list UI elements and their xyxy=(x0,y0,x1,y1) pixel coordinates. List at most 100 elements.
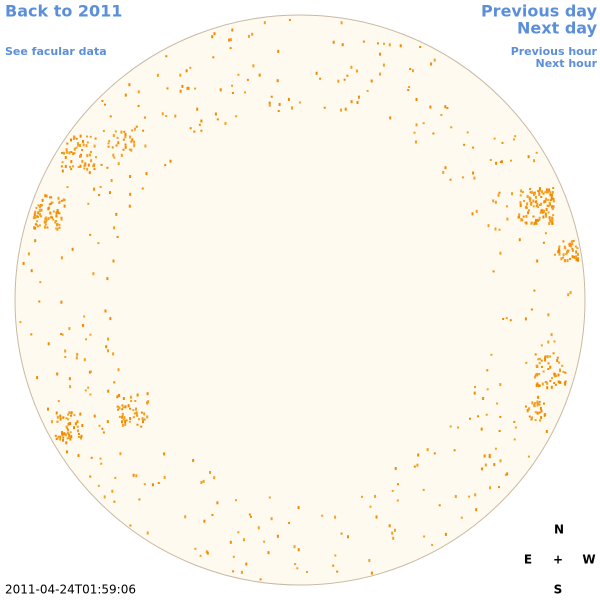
facula xyxy=(121,423,124,427)
facula xyxy=(38,209,41,213)
facula xyxy=(334,554,337,557)
facula xyxy=(109,115,112,118)
facula xyxy=(156,73,159,77)
facula xyxy=(90,370,92,373)
facula xyxy=(83,164,86,167)
facula xyxy=(166,87,169,90)
facula xyxy=(184,515,187,519)
facula xyxy=(75,356,78,360)
facula xyxy=(88,171,91,175)
facula xyxy=(557,250,560,254)
facula xyxy=(277,49,280,53)
facula xyxy=(64,349,67,353)
facula xyxy=(545,430,548,433)
facula xyxy=(538,403,541,406)
facula xyxy=(535,384,538,387)
facula xyxy=(558,248,561,252)
facula xyxy=(27,252,30,256)
facula xyxy=(257,526,260,530)
facula xyxy=(47,407,49,411)
facula xyxy=(121,420,123,424)
back-link[interactable]: Back to 2011 xyxy=(5,2,122,21)
facula xyxy=(534,353,537,356)
previous-hour-link[interactable]: Previous hour xyxy=(511,45,598,58)
facula xyxy=(531,401,534,405)
facula xyxy=(535,200,538,204)
next-day-link[interactable]: Next day xyxy=(517,19,598,38)
facula xyxy=(422,122,425,125)
facula xyxy=(79,154,81,158)
facula xyxy=(498,430,501,432)
previous-day-link[interactable]: Previous day xyxy=(481,2,598,21)
facula xyxy=(133,127,136,131)
facula xyxy=(70,160,73,164)
facula xyxy=(483,454,486,458)
facula xyxy=(487,224,490,228)
facula xyxy=(240,570,243,574)
facula xyxy=(81,424,84,427)
facula xyxy=(566,251,568,254)
facula xyxy=(547,198,550,201)
facula xyxy=(137,105,140,107)
facula xyxy=(473,391,476,395)
facula xyxy=(457,426,459,429)
facula xyxy=(530,221,533,224)
facula xyxy=(119,452,122,456)
facula xyxy=(252,64,255,68)
facula xyxy=(143,418,146,421)
facula xyxy=(549,193,552,197)
facula xyxy=(36,225,39,228)
facula xyxy=(128,204,131,208)
compass-east: E xyxy=(524,553,532,567)
facula xyxy=(83,358,86,362)
facula xyxy=(544,358,547,362)
facula xyxy=(533,289,536,292)
facula xyxy=(540,409,543,413)
facula xyxy=(109,191,111,195)
facula xyxy=(127,404,130,408)
facula xyxy=(114,130,117,133)
facular-data-link[interactable]: See facular data xyxy=(5,45,107,58)
facula xyxy=(83,167,86,170)
facula xyxy=(571,243,574,246)
facula xyxy=(75,137,78,140)
facula xyxy=(374,494,377,498)
facula xyxy=(473,176,476,180)
facula xyxy=(92,164,95,167)
facula xyxy=(552,214,555,217)
facula xyxy=(444,532,447,536)
facula xyxy=(89,333,92,336)
facula xyxy=(533,159,536,163)
facula xyxy=(237,531,240,534)
facula xyxy=(551,221,554,225)
facula xyxy=(370,79,373,83)
facula xyxy=(58,226,61,229)
facula xyxy=(41,198,44,202)
facula xyxy=(563,381,566,384)
facula xyxy=(551,217,554,221)
facula xyxy=(547,211,550,214)
facula xyxy=(231,84,233,87)
facula xyxy=(34,239,37,243)
facula xyxy=(391,489,394,492)
facula xyxy=(140,425,143,428)
facula xyxy=(519,204,522,207)
next-hour-link[interactable]: Next hour xyxy=(536,57,598,70)
facula xyxy=(529,200,532,203)
facula xyxy=(129,407,132,410)
facula xyxy=(399,44,402,48)
facula xyxy=(247,34,250,38)
facula xyxy=(529,188,532,191)
facula xyxy=(38,224,41,227)
facula xyxy=(133,144,136,148)
facula xyxy=(520,217,523,221)
facula xyxy=(513,138,515,141)
facula xyxy=(107,349,109,353)
facula xyxy=(502,318,505,320)
facula xyxy=(81,324,84,327)
facula xyxy=(535,218,537,222)
facula xyxy=(89,475,92,478)
facula xyxy=(545,188,548,192)
facula xyxy=(513,438,516,441)
